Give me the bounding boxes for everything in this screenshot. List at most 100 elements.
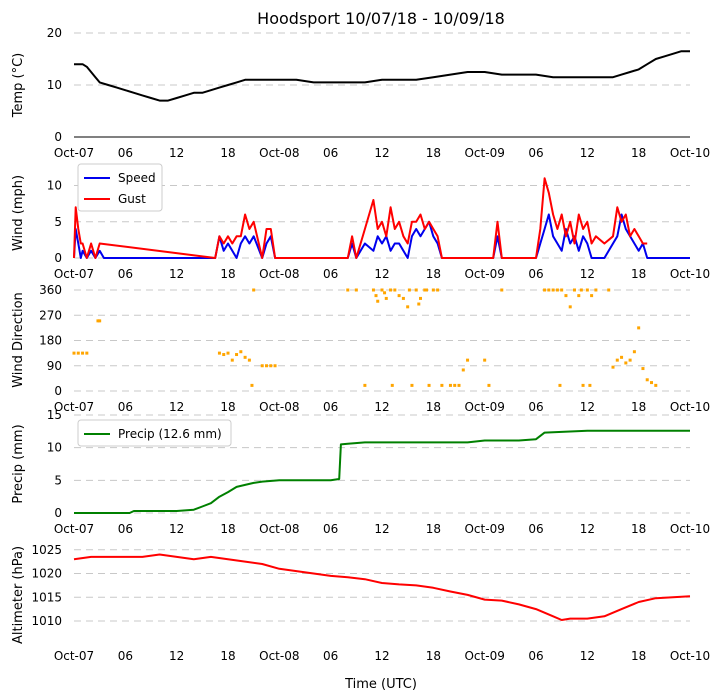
x-tick-label: 06 xyxy=(118,522,133,536)
data-point xyxy=(573,288,576,292)
data-point xyxy=(81,351,85,355)
data-point xyxy=(371,288,375,292)
data-point xyxy=(397,294,401,298)
x-tick-label: Oct-10 xyxy=(670,649,710,663)
x-tick-label: 06 xyxy=(528,522,543,536)
series-line-gust xyxy=(73,177,648,259)
data-point xyxy=(558,383,562,387)
data-point xyxy=(654,383,658,387)
data-point xyxy=(581,383,585,387)
x-tick-label: 18 xyxy=(426,649,441,663)
data-point xyxy=(76,351,80,355)
y-tick-label: 90 xyxy=(47,359,62,373)
x-axis-label: Time (UTC) xyxy=(344,677,417,692)
data-point xyxy=(637,326,641,330)
y-tick-label: 180 xyxy=(39,334,62,348)
data-point xyxy=(230,358,234,362)
x-tick-label: 06 xyxy=(118,400,133,414)
data-point xyxy=(607,288,611,292)
y-tick-label: 10 xyxy=(47,441,62,455)
y-tick-label: 270 xyxy=(39,308,62,322)
y-tick-label: 15 xyxy=(47,408,62,422)
data-point xyxy=(453,383,457,387)
data-point xyxy=(568,305,572,309)
data-point xyxy=(440,383,444,387)
x-tick-label: 06 xyxy=(528,649,543,663)
data-point xyxy=(500,288,504,292)
x-tick-label: Oct-08 xyxy=(259,146,299,160)
x-tick-label: 12 xyxy=(580,400,595,414)
y-axis-label: Precip (mm) xyxy=(11,424,26,503)
x-tick-label: 18 xyxy=(426,400,441,414)
x-tick-label: 12 xyxy=(374,267,389,281)
x-tick-label: Oct-08 xyxy=(259,267,299,281)
x-tick-label: 12 xyxy=(169,146,184,160)
data-point xyxy=(547,288,551,292)
data-point xyxy=(217,351,221,355)
data-point xyxy=(250,383,254,387)
data-point xyxy=(424,288,428,292)
legend: Precip (12.6 mm) xyxy=(77,419,232,447)
x-tick-label: 06 xyxy=(323,649,338,663)
data-point xyxy=(85,351,89,355)
data-point xyxy=(551,288,555,292)
y-axis-label: Wind Direction xyxy=(11,292,26,388)
x-tick-label: 12 xyxy=(580,146,595,160)
data-point xyxy=(457,383,461,387)
y-tick-label: 0 xyxy=(54,384,62,398)
subplot-2: 0 5 10 Oct-07 06 12 18 Oct-08 06 12 18 Oct-09 06 12 18… xyxy=(11,163,710,281)
x-tick-label: 12 xyxy=(580,267,595,281)
y-tick-label: 10 xyxy=(47,179,62,193)
data-point xyxy=(393,288,397,292)
data-point xyxy=(650,381,653,385)
data-point xyxy=(407,288,411,292)
x-tick-label: Oct-09 xyxy=(464,649,504,663)
x-tick-label: Oct-07 xyxy=(54,400,94,414)
legend-label: Speed xyxy=(118,171,156,185)
data-point xyxy=(487,383,491,387)
x-tick-label: Oct-10 xyxy=(670,400,710,414)
x-tick-label: 06 xyxy=(528,267,543,281)
y-axis-label: Temp (°C) xyxy=(11,53,26,119)
x-tick-label: Oct-07 xyxy=(54,267,94,281)
y-tick-label: 5 xyxy=(54,473,62,487)
data-point xyxy=(624,361,628,365)
y-tick-label: 360 xyxy=(39,283,62,297)
data-point xyxy=(363,383,367,387)
subplot-4: 0 5 10 15 Oct-07 06 12 18 Oct-08 06 12 18 Oct-09 06 12… xyxy=(11,408,710,536)
x-tick-label: 12 xyxy=(374,146,389,160)
x-tick-label: 06 xyxy=(118,146,133,160)
data-point xyxy=(98,319,102,323)
series-line-temp xyxy=(74,50,690,102)
y-tick-label: 1015 xyxy=(31,590,62,604)
data-point xyxy=(235,353,239,357)
data-point xyxy=(414,288,418,292)
data-point xyxy=(226,351,230,355)
legend: Speed Gust xyxy=(77,163,163,212)
x-tick-label: Oct-08 xyxy=(259,522,299,536)
subplot-5: 1010 1015 1020 1025 Oct-07 06 12 18 Oct-08 06 12 18… xyxy=(11,543,710,663)
x-tick-label: 06 xyxy=(323,400,338,414)
x-tick-label: 06 xyxy=(323,522,338,536)
data-point xyxy=(265,364,268,368)
x-tick-label: 18 xyxy=(426,267,441,281)
x-tick-label: Oct-10 xyxy=(670,522,710,536)
data-point xyxy=(560,288,564,292)
x-tick-label: 18 xyxy=(220,400,235,414)
data-point xyxy=(239,350,243,354)
data-point xyxy=(273,364,277,368)
x-tick-label: 12 xyxy=(374,649,389,663)
data-point xyxy=(594,288,598,292)
legend-label: Precip (12.6 mm) xyxy=(118,427,222,441)
data-point xyxy=(222,353,226,357)
data-point xyxy=(427,383,431,387)
data-point xyxy=(247,358,251,362)
data-point xyxy=(406,305,410,309)
x-tick-label: 12 xyxy=(374,400,389,414)
data-point xyxy=(645,378,649,382)
x-tick-label: 18 xyxy=(426,522,441,536)
y-axis-label: Wind (mph) xyxy=(11,175,26,251)
x-tick-label: 18 xyxy=(220,522,235,536)
